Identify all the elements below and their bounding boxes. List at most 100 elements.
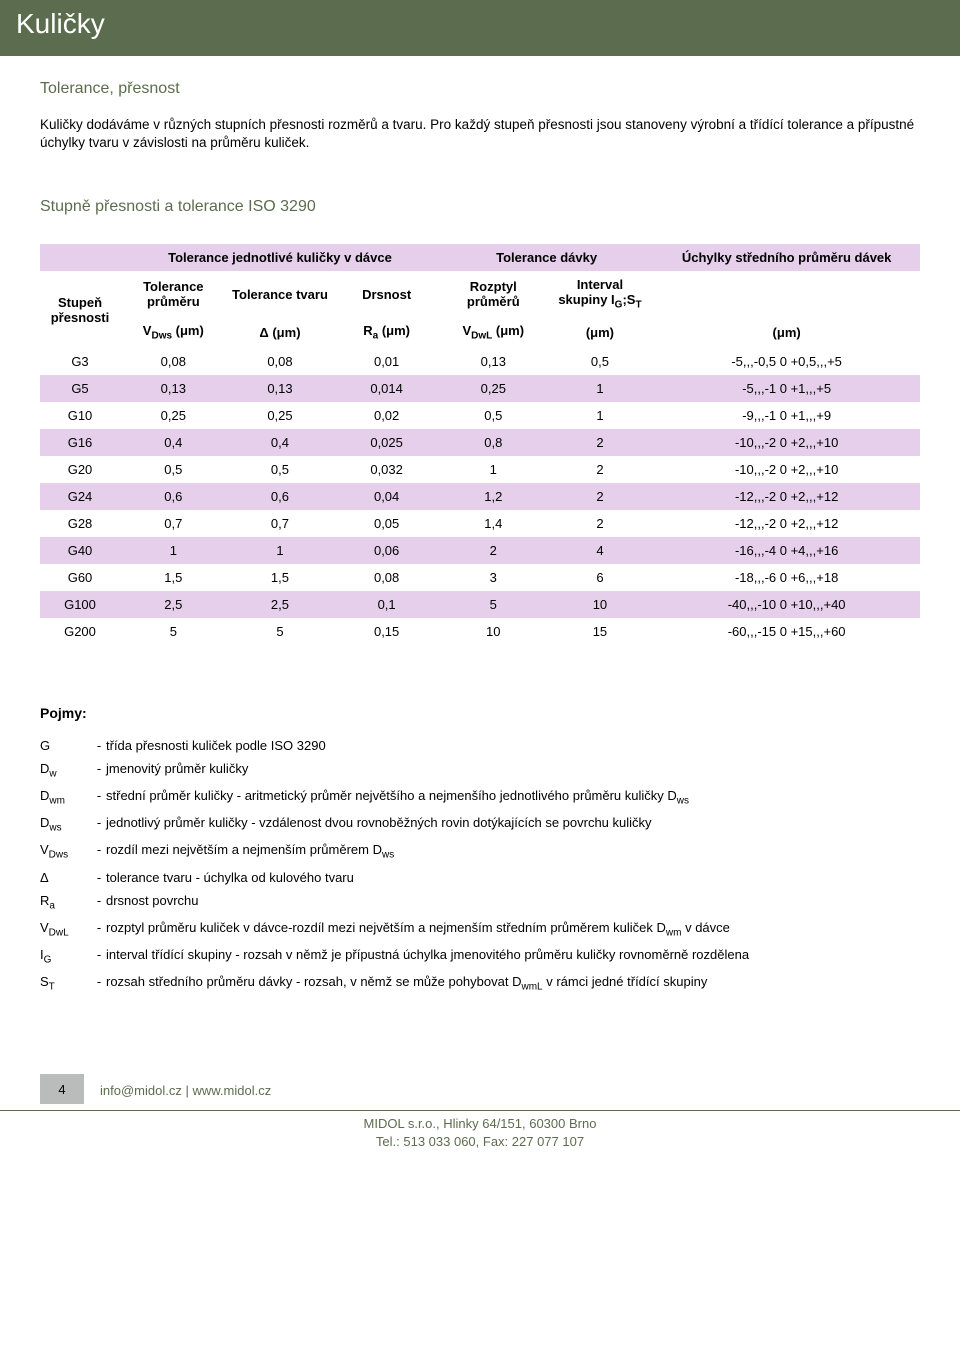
table-cell: 2,5 xyxy=(227,591,334,618)
def-symbol: Ra xyxy=(40,892,92,913)
table-cell: G60 xyxy=(40,564,120,591)
def-symbol: VDws xyxy=(40,841,92,862)
def-dash: - xyxy=(92,814,106,835)
table-cell: 10 xyxy=(547,591,654,618)
def-symbol: Dw xyxy=(40,760,92,781)
table-row: G160,40,40,0250,82-10,,,-2 0 +2,,,+10 xyxy=(40,429,920,456)
table-row: G601,51,50,0836-18,,,-6 0 +6,,,+18 xyxy=(40,564,920,591)
def-dash: - xyxy=(92,787,106,808)
hdr-c1: Tolerance průměru xyxy=(120,271,227,317)
table-cell: -10,,,-2 0 +2,,,+10 xyxy=(653,429,920,456)
def-text: rozsah středního průměru dávky - rozsah,… xyxy=(106,973,920,994)
table-cell: G10 xyxy=(40,402,120,429)
table-cell: 0,01 xyxy=(333,348,440,375)
hdr-c4: Rozptyl průměrů xyxy=(440,271,547,317)
table-cell: 15 xyxy=(547,618,654,645)
def-dash: - xyxy=(92,946,106,967)
def-dash: - xyxy=(92,869,106,887)
unit-2: Δ (μm) xyxy=(227,317,334,348)
table-cell: 0,1 xyxy=(333,591,440,618)
table-cell: -16,,,-4 0 +4,,,+16 xyxy=(653,537,920,564)
table-row: G1002,52,50,1510-40,,,-10 0 +10,,,+40 xyxy=(40,591,920,618)
def-text: drsnost povrchu xyxy=(106,892,920,913)
table-cell: G100 xyxy=(40,591,120,618)
def-dash: - xyxy=(92,892,106,913)
table-cell: 0,05 xyxy=(333,510,440,537)
table-cell: 0,13 xyxy=(440,348,547,375)
table-row: G200550,151015-60,,,-15 0 +15,,,+60 xyxy=(40,618,920,645)
def-symbol: Dwm xyxy=(40,787,92,808)
pojmy-title: Pojmy: xyxy=(40,705,920,721)
table-cell: 0,5 xyxy=(440,402,547,429)
table-cell: 5 xyxy=(440,591,547,618)
content: Tolerance, přesnost Kuličky dodáváme v r… xyxy=(0,56,960,994)
table-cell: -10,,,-2 0 +2,,,+10 xyxy=(653,456,920,483)
unit-6: (μm) xyxy=(653,317,920,348)
table-row: G50,130,130,0140,251-5,,,-1 0 +1,,,+5 xyxy=(40,375,920,402)
table-cell: -5,,,-0,5 0 +0,5,,,+5 xyxy=(653,348,920,375)
table-cell: -9,,,-1 0 +1,,,+9 xyxy=(653,402,920,429)
table-units-row: VDws (μm) Δ (μm) Ra (μm) VDwL (μm) (μm) … xyxy=(40,317,920,348)
def-symbol: G xyxy=(40,737,92,755)
unit-4: VDwL (μm) xyxy=(440,317,547,348)
table-cell: 2 xyxy=(547,483,654,510)
table-cell: 0,5 xyxy=(120,456,227,483)
table-cell: 1,2 xyxy=(440,483,547,510)
table-cell: 0,4 xyxy=(227,429,334,456)
footer-sep: | xyxy=(182,1083,193,1098)
def-text: tolerance tvaru - úchylka od kulového tv… xyxy=(106,869,920,887)
def-text: střední průměr kuličky - aritmetický prů… xyxy=(106,787,920,808)
hdr-c5: Interval skupiny IG;ST xyxy=(547,271,654,317)
hdr-c2: Tolerance tvaru xyxy=(227,271,334,317)
table-cell: 6 xyxy=(547,564,654,591)
table-cell: 0,08 xyxy=(333,564,440,591)
table-cell: 0,13 xyxy=(120,375,227,402)
table-cell: -5,,,-1 0 +1,,,+5 xyxy=(653,375,920,402)
hdr-group-2: Tolerance dávky xyxy=(440,244,653,271)
unit-3: Ra (μm) xyxy=(333,317,440,348)
page-number-badge: 4 xyxy=(40,1074,84,1104)
table-cell: 0,4 xyxy=(120,429,227,456)
table-cell: 2,5 xyxy=(120,591,227,618)
table-cell: G28 xyxy=(40,510,120,537)
hdr-group-1: Tolerance jednotlivé kuličky v dávce xyxy=(120,244,440,271)
def-text: jednotlivý průměr kuličky - vzdálenost d… xyxy=(106,814,920,835)
table-cell: -12,,,-2 0 +2,,,+12 xyxy=(653,510,920,537)
def-symbol: ST xyxy=(40,973,92,994)
footer-web-link[interactable]: www.midol.cz xyxy=(192,1083,271,1098)
table-cell: 0,014 xyxy=(333,375,440,402)
page-header: Kuličky xyxy=(0,0,960,56)
table-cell: 0,6 xyxy=(120,483,227,510)
table-cell: G40 xyxy=(40,537,120,564)
def-symbol: IG xyxy=(40,946,92,967)
unit-5: (μm) xyxy=(547,317,654,348)
subtitle: Tolerance, přesnost xyxy=(40,80,920,98)
table-cell: 4 xyxy=(547,537,654,564)
footer-line2: Tel.: 513 033 060, Fax: 227 077 107 xyxy=(0,1133,960,1151)
table-cell: G3 xyxy=(40,348,120,375)
table-cell: 0,032 xyxy=(333,456,440,483)
table-cell: 0,7 xyxy=(120,510,227,537)
footer-bar: 4 info@midol.cz | www.midol.cz xyxy=(0,1074,960,1111)
table-cell: 0,5 xyxy=(227,456,334,483)
table-cell: 1,5 xyxy=(120,564,227,591)
footer-email-link[interactable]: info@midol.cz xyxy=(100,1083,182,1098)
table-cell: 0,08 xyxy=(120,348,227,375)
table-cell: 5 xyxy=(120,618,227,645)
def-text: třída přesnosti kuliček podle ISO 3290 xyxy=(106,737,920,755)
def-text: interval třídící skupiny - rozsah v němž… xyxy=(106,946,920,967)
hdr-c3: Drsnost xyxy=(333,271,440,317)
def-text: rozdíl mezi největším a nejmenším průměr… xyxy=(106,841,920,862)
table-cell: 1 xyxy=(547,375,654,402)
definitions-list: G - třída přesnosti kuliček podle ISO 3290… xyxy=(40,737,920,995)
table-cell: -60,,,-15 0 +15,,,+60 xyxy=(653,618,920,645)
table-cell: 1,5 xyxy=(227,564,334,591)
def-symbol: Dws xyxy=(40,814,92,835)
table-cell: -40,,,-10 0 +10,,,+40 xyxy=(653,591,920,618)
table-cell: 0,025 xyxy=(333,429,440,456)
table-cell: 0,25 xyxy=(440,375,547,402)
table-cell: 0,7 xyxy=(227,510,334,537)
table-cell: 0,6 xyxy=(227,483,334,510)
unit-1: VDws (μm) xyxy=(120,317,227,348)
table-cell: 3 xyxy=(440,564,547,591)
